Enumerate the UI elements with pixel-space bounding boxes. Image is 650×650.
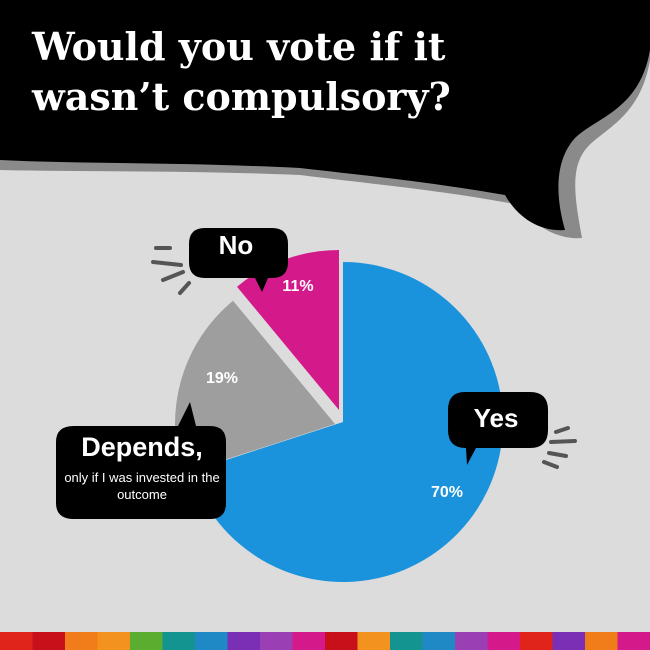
- footer-stripe: [357, 632, 391, 650]
- yes-emphasis-marks: [542, 426, 577, 469]
- footer-stripe: [162, 632, 196, 650]
- footer-stripe: [520, 632, 553, 650]
- no-callout-label: No: [218, 230, 254, 260]
- page-title: Would you vote if it wasn’t compulsory?: [32, 24, 451, 119]
- footer-stripe: [260, 632, 293, 650]
- footer-stripe: [325, 632, 358, 650]
- footer-stripe: [422, 632, 456, 650]
- footer-stripe: [617, 632, 650, 650]
- pie-slice-yes: [190, 262, 503, 582]
- depends-callout-subtitle: only if I was invested in the outcome: [64, 470, 220, 502]
- footer-stripe: [130, 632, 163, 650]
- title-bubble: [0, 0, 650, 231]
- data-label-yes: 70%: [430, 484, 464, 501]
- footer-stripe: [195, 632, 228, 650]
- yes-callout-bubble: [448, 392, 548, 465]
- footer-stripe: [487, 632, 521, 650]
- footer-stripe: [390, 632, 423, 650]
- no-emphasis-marks: [151, 246, 191, 295]
- data-label-depends: 19%: [205, 370, 239, 387]
- depends-callout-label: Depends,: [81, 432, 203, 462]
- depends-callout-bubble: [56, 402, 226, 519]
- footer-color-stripes: [0, 632, 650, 650]
- footer-stripe: [552, 632, 586, 650]
- no-callout-bubble: [189, 228, 288, 292]
- footer-stripe: [97, 632, 131, 650]
- footer-stripe: [227, 632, 261, 650]
- footer-stripe: [585, 632, 618, 650]
- footer-stripe: [455, 632, 488, 650]
- footer-stripe: [292, 632, 326, 650]
- yes-callout-label: Yes: [473, 403, 519, 433]
- footer-stripe: [32, 632, 66, 650]
- footer-stripe: [65, 632, 98, 650]
- data-label-no: 11%: [282, 278, 314, 295]
- footer-stripe: [0, 632, 33, 650]
